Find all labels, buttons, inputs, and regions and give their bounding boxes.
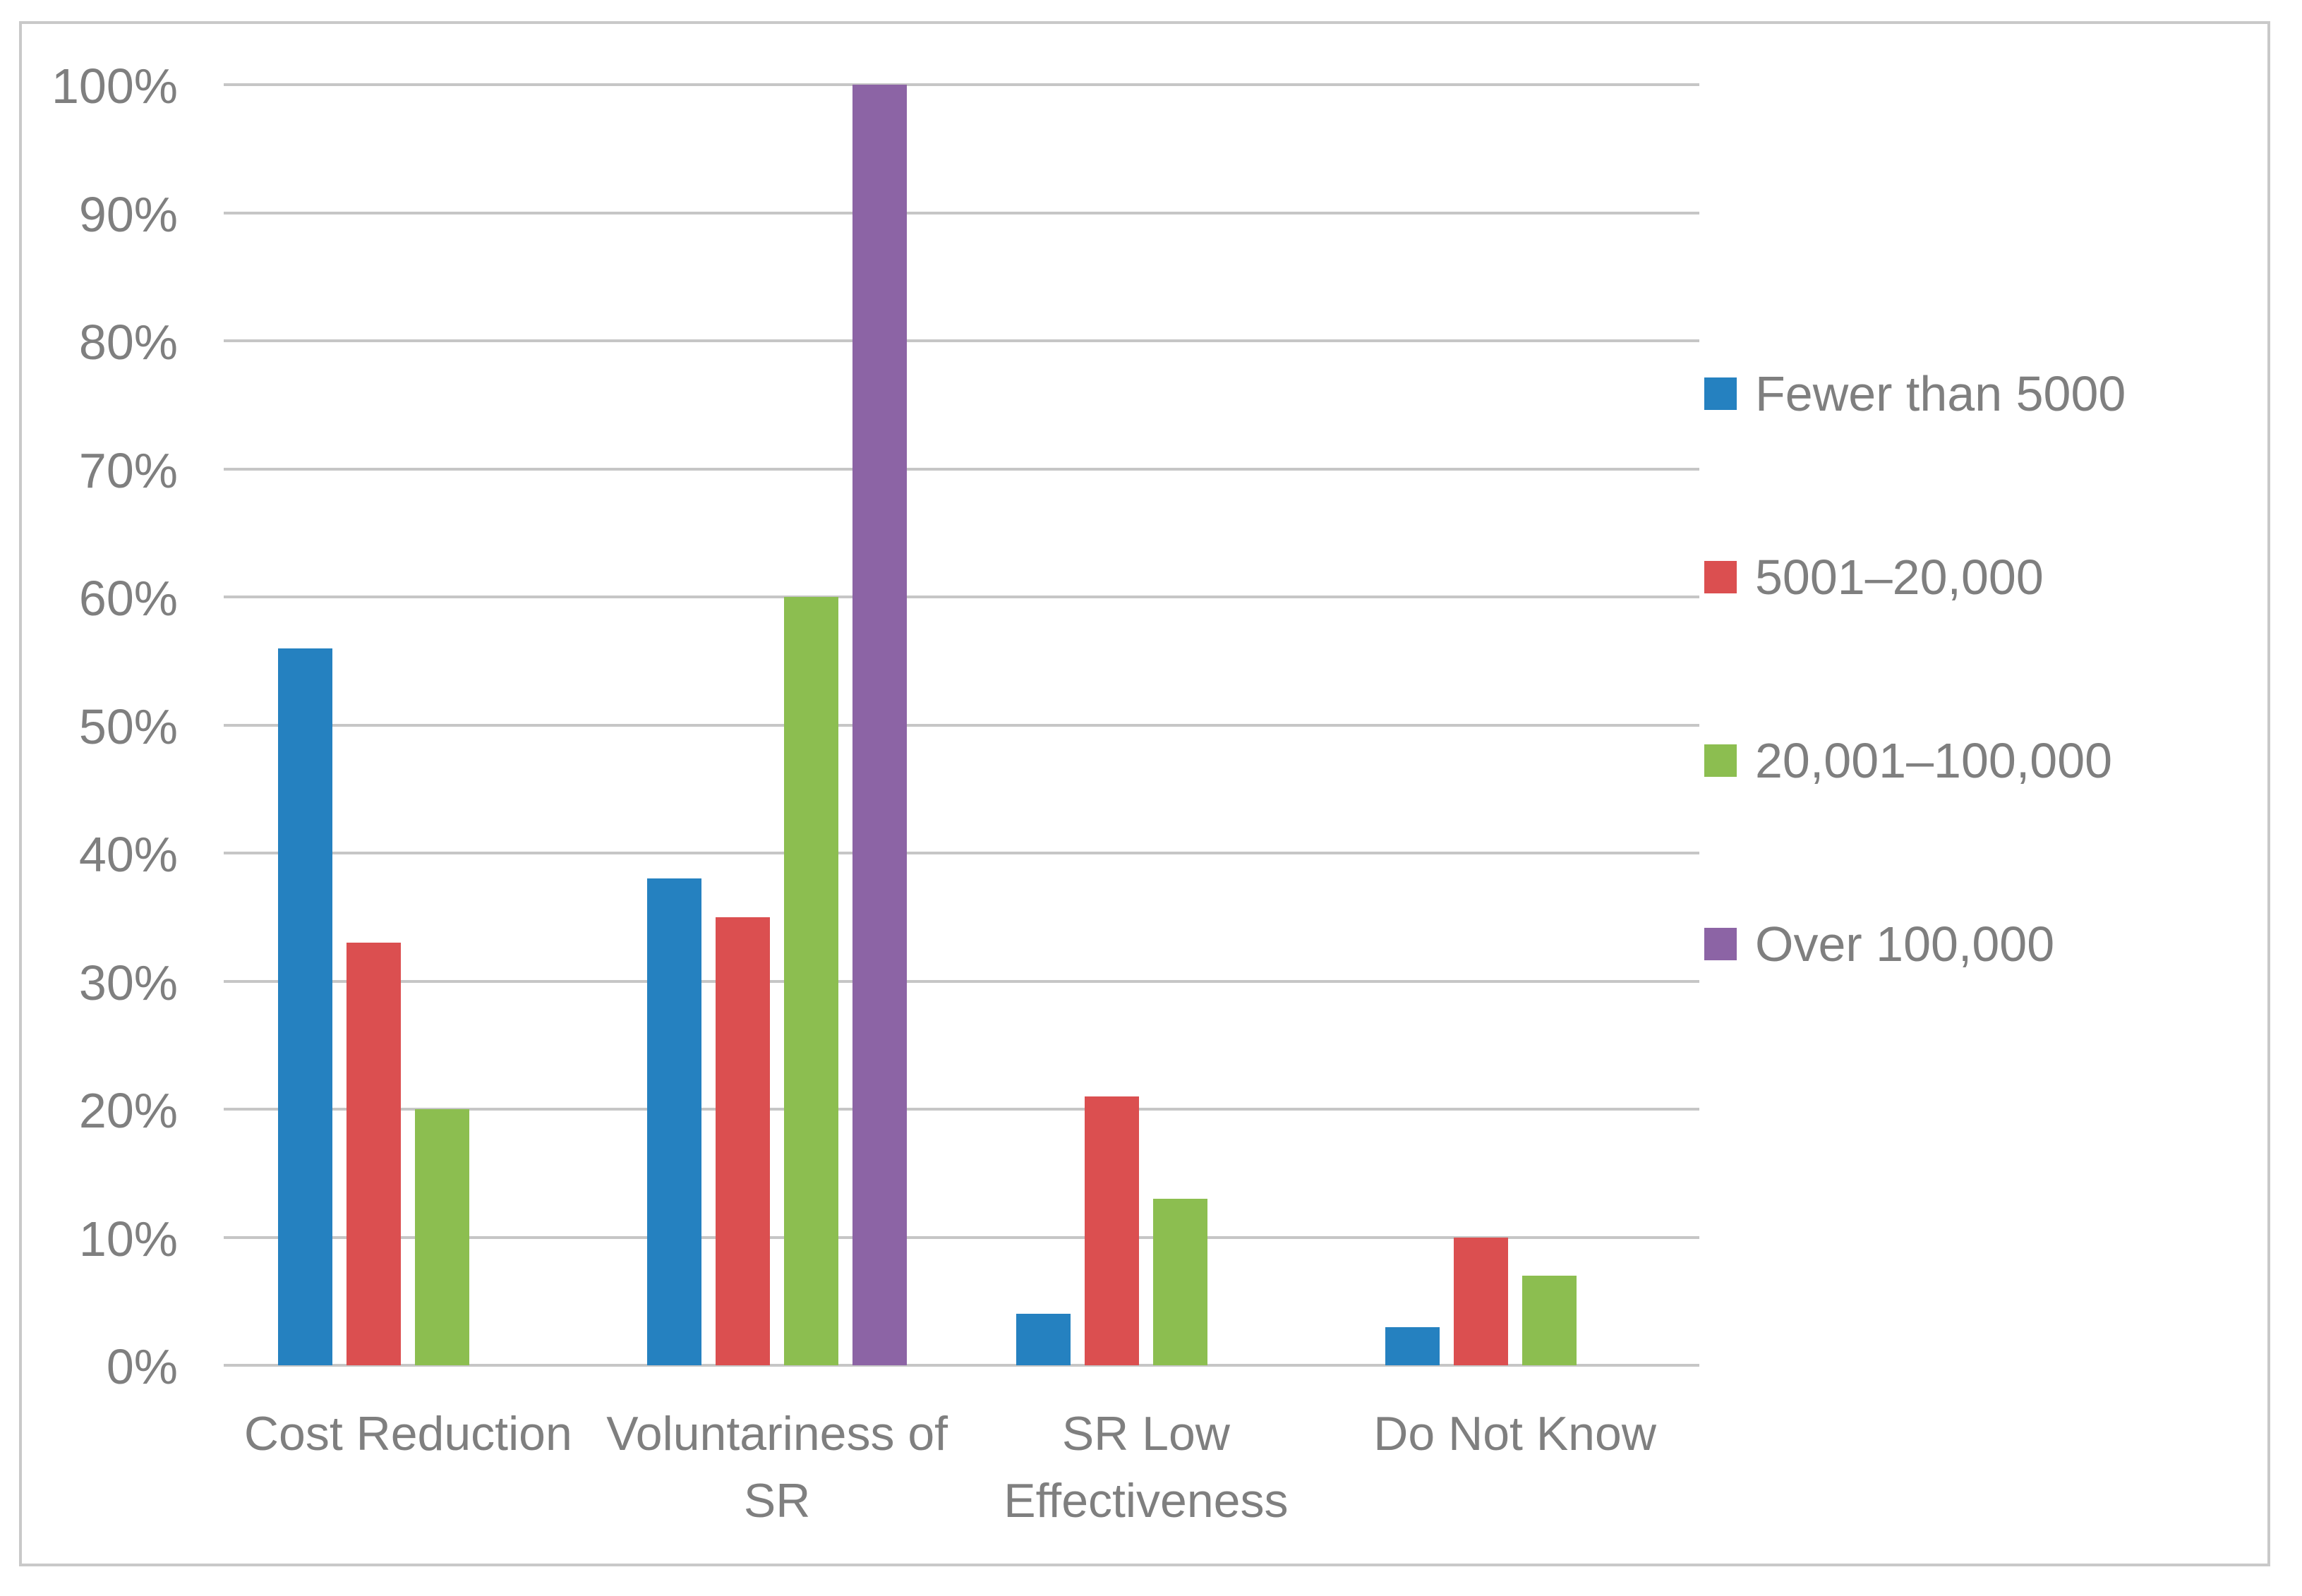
bar-sr-low-20-001-100-000 [1152, 1199, 1207, 1365]
gridline-40 [224, 852, 1699, 854]
y-axis-tick-label-40: 40% [78, 827, 178, 882]
legend-label-20-001-100-000: 20,001–100,000 [1755, 733, 2113, 788]
bar-cost-reduction-20-001-100-000 [415, 1109, 470, 1365]
gridline-90 [224, 211, 1699, 214]
y-axis-tick-label-20: 20% [78, 1083, 178, 1138]
gridline-10 [224, 1235, 1699, 1239]
bar-cost-reduction-5001-20-000 [346, 943, 402, 1365]
legend-label-over-100-000: Over 100,000 [1755, 917, 2055, 972]
y-axis-tick-label-100: 100% [51, 59, 178, 114]
x-axis-category-label-sr-low: SR Low Effectiveness [1004, 1407, 1289, 1528]
bar-sr-low-5001-20-000 [1084, 1096, 1139, 1365]
chart-border-frame [19, 21, 2270, 1566]
legend-swatch-20-001-100-000 [1704, 744, 1737, 777]
gridline-20 [224, 1108, 1699, 1111]
legend-item-20-001-100-000: 20,001–100,000 [1704, 734, 2112, 787]
gridline-30 [224, 979, 1699, 983]
legend-item-fewer-than-5000: Fewer than 5000 [1704, 367, 2126, 421]
bar-do-not-know-5001-20-000 [1453, 1237, 1508, 1365]
bar-do-not-know-fewer-than-5000 [1385, 1326, 1440, 1365]
legend-swatch-fewer-than-5000 [1704, 377, 1737, 410]
gridline-0 [224, 1364, 1699, 1367]
bar-voluntariness-of-fewer-than-5000 [647, 878, 702, 1365]
gridline-50 [224, 723, 1699, 727]
bar-voluntariness-of-over-100-000 [852, 85, 908, 1365]
gridline-80 [224, 339, 1699, 342]
gridline-70 [224, 467, 1699, 471]
y-axis-tick-label-70: 70% [78, 442, 178, 498]
y-axis-tick-label-0: 0% [106, 1339, 178, 1394]
x-axis-category-label-cost-reduction: Cost Reduction [243, 1407, 572, 1461]
bar-do-not-know-20-001-100-000 [1521, 1275, 1577, 1365]
y-axis-tick-label-90: 90% [78, 186, 178, 242]
legend-swatch-over-100-000 [1704, 928, 1737, 960]
legend-label-5001-20-000: 5001–20,000 [1755, 550, 2044, 605]
gridline-100 [224, 83, 1699, 86]
y-axis-tick-label-60: 60% [78, 571, 178, 626]
y-axis-tick-label-30: 30% [78, 955, 178, 1010]
y-axis-tick-label-10: 10% [78, 1211, 178, 1266]
bar-voluntariness-of-5001-20-000 [716, 917, 771, 1365]
bar-sr-low-fewer-than-5000 [1016, 1314, 1071, 1365]
y-axis-tick-label-50: 50% [78, 699, 178, 754]
legend-label-fewer-than-5000: Fewer than 5000 [1755, 366, 2126, 421]
x-axis-category-label-voluntariness-of: Voluntariness of SR [606, 1407, 948, 1528]
y-axis-tick-label-80: 80% [78, 315, 178, 370]
legend-swatch-5001-20-000 [1704, 561, 1737, 593]
legend-item-5001-20-000: 5001–20,000 [1704, 550, 2044, 604]
bar-cost-reduction-fewer-than-5000 [278, 648, 333, 1365]
legend-item-over-100-000: Over 100,000 [1704, 917, 2054, 971]
gridline-60 [224, 596, 1699, 598]
bar-voluntariness-of-20-001-100-000 [784, 597, 839, 1365]
x-axis-category-label-do-not-know: Do Not Know [1373, 1407, 1656, 1461]
